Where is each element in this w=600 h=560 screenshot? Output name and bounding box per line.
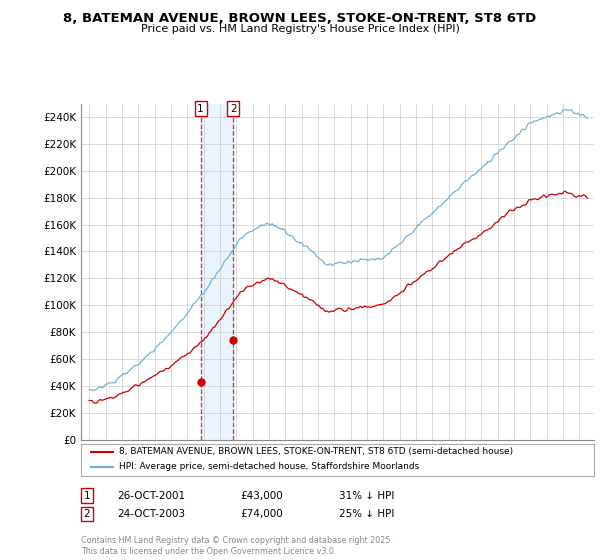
Text: Contains HM Land Registry data © Crown copyright and database right 2025.
This d: Contains HM Land Registry data © Crown c… xyxy=(81,536,393,556)
Text: 31% ↓ HPI: 31% ↓ HPI xyxy=(339,491,394,501)
Text: £74,000: £74,000 xyxy=(240,509,283,519)
Text: HPI: Average price, semi-detached house, Staffordshire Moorlands: HPI: Average price, semi-detached house,… xyxy=(119,463,420,472)
Text: 8, BATEMAN AVENUE, BROWN LEES, STOKE-ON-TRENT, ST8 6TD: 8, BATEMAN AVENUE, BROWN LEES, STOKE-ON-… xyxy=(64,12,536,25)
Text: 2: 2 xyxy=(83,509,91,519)
Text: 2: 2 xyxy=(230,104,236,114)
Text: 25% ↓ HPI: 25% ↓ HPI xyxy=(339,509,394,519)
Bar xyxy=(200,104,233,440)
Text: £43,000: £43,000 xyxy=(240,491,283,501)
Text: 1: 1 xyxy=(197,104,204,114)
Text: Price paid vs. HM Land Registry's House Price Index (HPI): Price paid vs. HM Land Registry's House … xyxy=(140,24,460,34)
Text: 8, BATEMAN AVENUE, BROWN LEES, STOKE-ON-TRENT, ST8 6TD (semi-detached house): 8, BATEMAN AVENUE, BROWN LEES, STOKE-ON-… xyxy=(119,447,514,456)
Text: 24-OCT-2003: 24-OCT-2003 xyxy=(117,509,185,519)
Text: 1: 1 xyxy=(83,491,91,501)
Text: 26-OCT-2001: 26-OCT-2001 xyxy=(117,491,185,501)
